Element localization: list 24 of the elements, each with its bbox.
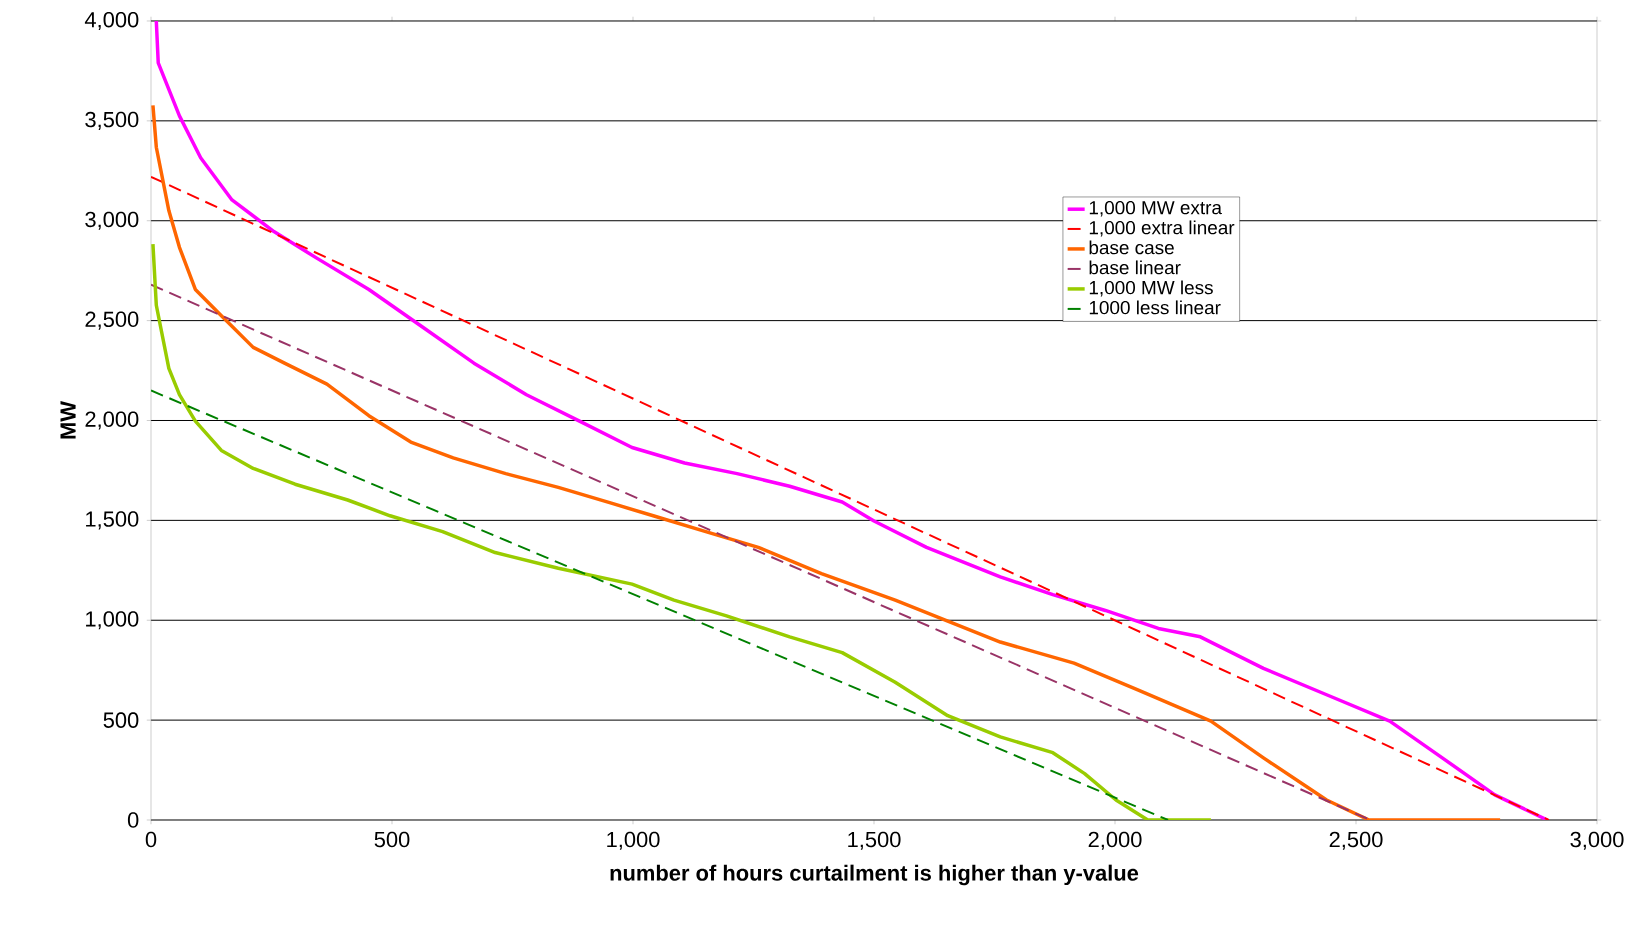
- legend-label: base linear: [1089, 260, 1181, 275]
- legend-label: 1,000 MW extra: [1089, 200, 1222, 217]
- y-tick-label: 3,500: [85, 111, 139, 130]
- y-tick-label: 3,000: [85, 211, 139, 230]
- x-tick-label: 500: [374, 831, 410, 848]
- y-axis-title: MW: [60, 401, 76, 439]
- y-tick-label: 500: [103, 712, 139, 728]
- x-tick-label: 1,500: [848, 831, 901, 850]
- x-tick-label: 1,000: [607, 831, 660, 850]
- x-tick-label: 0: [145, 831, 157, 848]
- legend-label: 1,000 extra linear: [1089, 220, 1235, 237]
- y-tick-label: 0: [127, 812, 139, 828]
- y-tick-label: 2,000: [85, 411, 139, 430]
- y-tick-label: 1,500: [86, 511, 139, 530]
- x-tick-label: 2,500: [1329, 831, 1383, 850]
- x-tick-label: 2,000: [1088, 831, 1142, 850]
- y-tick-label: 4,000: [84, 11, 139, 31]
- x-tick-label: 3,000: [1570, 831, 1624, 850]
- legend-label: 1,000 MW less: [1089, 280, 1213, 297]
- y-tick-label: 2,500: [85, 311, 139, 330]
- legend-label: base case: [1089, 240, 1174, 255]
- x-axis-title: number of hours curtailment is higher than y-value: [610, 864, 1139, 886]
- legend-label: 1000 less linear: [1089, 300, 1221, 315]
- y-tick-label: 1,000: [86, 611, 139, 630]
